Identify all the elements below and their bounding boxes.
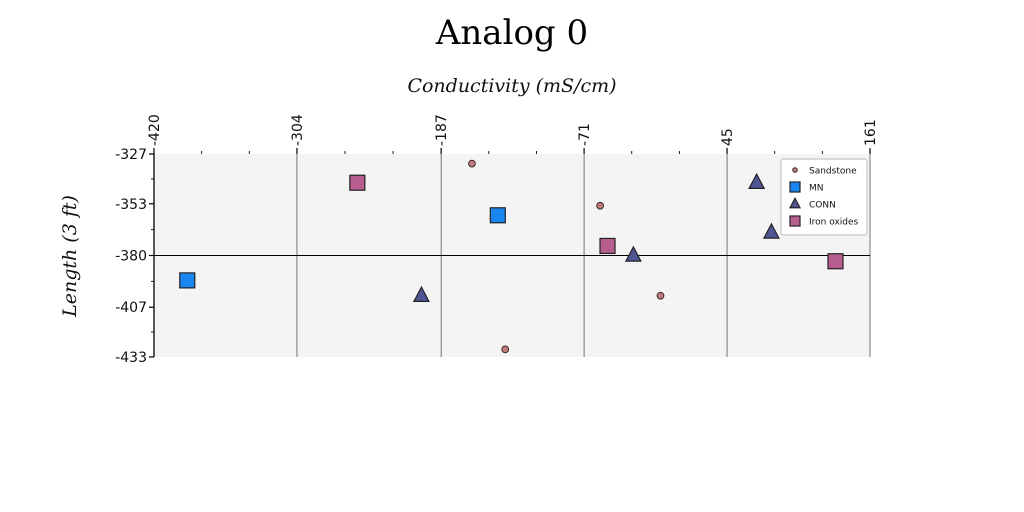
conn-point [624,245,642,262]
y-tick-label: -380 [115,249,147,265]
y-axis-label: Length (3 ft) [59,195,81,318]
x-tick-label: -420 [147,114,163,146]
data-points [179,159,844,354]
x-tick-label: -187 [434,114,450,146]
sandstone-point [501,345,510,354]
x-tick-label: 45 [720,128,736,146]
legend-sandstone-label: Sandstone [809,167,857,177]
y-tick-label: -433 [115,350,147,366]
chart-title: Analog 0 [435,13,588,53]
x-tick-label: -304 [290,114,306,146]
legend-conn-label: CONN [809,201,836,211]
legend: Sandstone MN CONN Iron oxides [780,158,868,236]
legend-box [780,158,868,236]
legend-iron-oxides-label: Iron oxides [809,218,859,228]
x-axis-label: Conductivity (mS/cm) [407,75,616,97]
x-tick-label: 161 [863,119,879,146]
legend-conn-marker [789,196,801,209]
x-tick-label: -71 [577,123,593,146]
legend-mn-marker [789,181,801,193]
conn-point [762,222,780,239]
sandstone-point [468,159,476,168]
iron-oxides-point [599,237,616,255]
conn-point [412,285,430,302]
axes: -420 -304 -187 -71 45 161 -327 -353 -380 -407 -433 [115,114,879,366]
iron-oxides-point [827,253,844,270]
mn-point [179,272,196,289]
legend-iron-oxides-marker [789,215,801,227]
mn-point [489,207,506,224]
conn-point [748,172,766,189]
y-tick-label: -407 [115,300,147,316]
grid-lines [154,154,871,357]
y-tick-label: -327 [115,147,147,163]
sandstone-point [596,201,604,210]
legend-sandstone-marker [792,167,798,173]
y-tick-label: -353 [115,197,147,213]
sandstone-point [656,291,665,300]
legend-mn-label: MN [809,184,824,194]
iron-oxides-point [349,174,366,191]
